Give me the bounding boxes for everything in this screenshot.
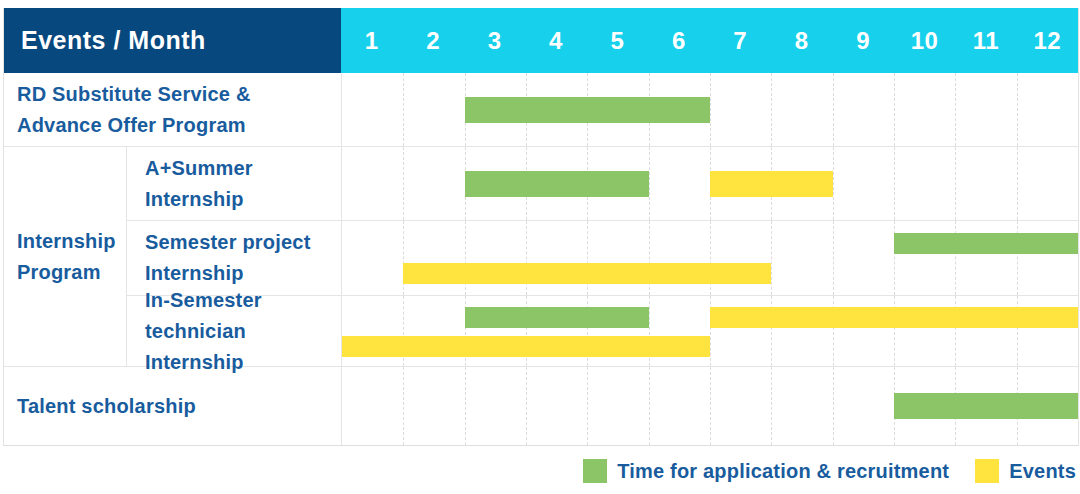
month-header-cell: 4	[525, 8, 586, 73]
month-header-cell: 11	[955, 8, 1016, 73]
month-gridline	[833, 147, 834, 220]
month-gridline	[833, 367, 834, 445]
month-gridline	[587, 367, 588, 445]
month-gridline	[771, 221, 772, 295]
legend-swatch-events	[975, 459, 999, 483]
schedule-table: Events / Month 1 2 3 4 5 6 7 8 9 10 11 1…	[3, 8, 1079, 446]
chart-row-talent-scholarship	[341, 367, 1078, 445]
application-bar	[894, 393, 1078, 419]
event-bar	[403, 263, 771, 284]
corner-header-label: Events / Month	[21, 26, 206, 55]
group-label-internship-program: Internship Program	[4, 147, 126, 366]
legend-label-application: Time for application & recruitment	[617, 460, 949, 483]
month-gridline	[833, 221, 834, 295]
month-header-cell: 12	[1017, 8, 1078, 73]
table-row: Talent scholarship	[4, 367, 1078, 445]
month-gridline	[710, 367, 711, 445]
row-label-text: Talent scholarship	[17, 391, 196, 422]
month-gridline	[771, 73, 772, 146]
month-gridline	[403, 147, 404, 220]
month-gridline	[403, 367, 404, 445]
month-gridline	[955, 147, 956, 220]
month-header-cell: 5	[587, 8, 648, 73]
month-header-cell: 2	[402, 8, 463, 73]
application-bar	[465, 307, 649, 328]
row-label-in-semester-technician: In-Semester technician Internship	[126, 296, 341, 366]
group-label-text: Internship Program	[17, 226, 116, 288]
table-row: In-Semester technician Internship	[126, 296, 1078, 366]
gantt-chart: Events / Month 1 2 3 4 5 6 7 8 9 10 11 1…	[0, 0, 1080, 494]
month-gridline	[403, 73, 404, 146]
month-header-cell: 1	[341, 8, 402, 73]
month-header-cell: 9	[832, 8, 893, 73]
chart-row-in-semester-technician	[341, 296, 1078, 366]
month-gridline	[465, 367, 466, 445]
month-gridline	[833, 73, 834, 146]
legend: Time for application & recruitment Event…	[583, 458, 1076, 484]
month-gridline	[894, 147, 895, 220]
chart-row-a-plus-summer	[341, 147, 1078, 220]
chart-row-semester-project	[341, 221, 1078, 295]
application-bar	[465, 171, 649, 197]
row-label-text: Semester project Internship	[145, 227, 311, 289]
event-bar	[710, 171, 833, 197]
month-gridline	[1017, 73, 1018, 146]
month-header-cell: 6	[648, 8, 709, 73]
legend-swatch-application	[583, 459, 607, 483]
month-header-cell: 7	[710, 8, 771, 73]
month-gridline	[894, 73, 895, 146]
row-label-text: In-Semester technician Internship	[145, 285, 341, 378]
application-bar	[894, 233, 1078, 254]
table-row: A+Summer Internship	[126, 147, 1078, 221]
chart-row-rd-substitute	[341, 73, 1078, 146]
month-header-cell: 10	[894, 8, 955, 73]
table-header: Events / Month 1 2 3 4 5 6 7 8 9 10 11 1…	[4, 8, 1078, 73]
row-label-talent-scholarship: Talent scholarship	[4, 367, 341, 445]
month-gridline	[649, 367, 650, 445]
month-gridline	[526, 367, 527, 445]
internship-program-group: Internship Program A+Summer Internship S…	[4, 147, 1078, 367]
month-header-cell: 8	[771, 8, 832, 73]
month-gridline	[1017, 147, 1018, 220]
event-bar	[342, 336, 710, 357]
month-header: 1 2 3 4 5 6 7 8 9 10 11 12	[341, 8, 1078, 73]
month-gridline	[649, 147, 650, 220]
application-bar	[465, 97, 710, 123]
row-label-text: RD Substitute Service & Advance Offer Pr…	[17, 79, 251, 141]
month-gridline	[955, 73, 956, 146]
legend-label-events: Events	[1009, 460, 1076, 483]
month-header-cell: 3	[464, 8, 525, 73]
internship-program-subrows: A+Summer Internship Semester project Int…	[126, 147, 1078, 366]
table-row: RD Substitute Service & Advance Offer Pr…	[4, 73, 1078, 147]
month-gridline	[710, 73, 711, 146]
row-label-a-plus-summer: A+Summer Internship	[126, 147, 341, 220]
event-bar	[710, 307, 1078, 328]
corner-header: Events / Month	[4, 8, 341, 73]
month-gridline	[771, 367, 772, 445]
row-label-text: A+Summer Internship	[145, 153, 253, 215]
row-label-rd-substitute: RD Substitute Service & Advance Offer Pr…	[4, 73, 341, 146]
